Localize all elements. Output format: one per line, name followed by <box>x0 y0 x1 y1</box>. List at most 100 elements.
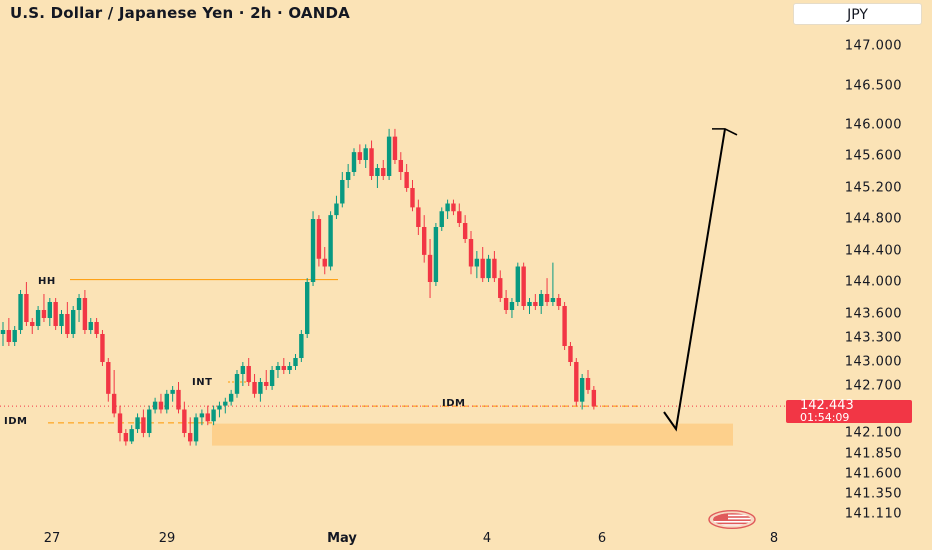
candle-body <box>492 258 497 279</box>
y-tick-label: 143.600 <box>844 306 902 322</box>
candle-body <box>550 298 556 302</box>
candle-body <box>591 389 597 407</box>
candle <box>234 370 240 398</box>
candle <box>404 164 409 192</box>
candle-body <box>527 302 532 306</box>
candle <box>100 330 105 366</box>
x-tick-label: 27 <box>43 531 61 546</box>
last-price-badge: 142.443 01:54:09 <box>786 399 912 423</box>
y-tick-label: 142.700 <box>844 378 902 394</box>
candle-body <box>539 294 544 306</box>
candle-body <box>164 393 169 410</box>
candle <box>310 211 316 286</box>
candle <box>468 231 474 275</box>
candle <box>228 389 234 406</box>
candle-body <box>416 207 421 227</box>
candle <box>568 342 573 366</box>
candle <box>334 195 339 219</box>
candle-body <box>246 366 251 382</box>
candle <box>451 199 456 216</box>
candle <box>182 401 187 438</box>
candle-body <box>12 330 17 342</box>
y-tick-label: 145.600 <box>844 148 902 164</box>
zone-layer <box>212 423 733 446</box>
candle <box>94 318 99 338</box>
candle-body <box>398 160 403 172</box>
candle-body <box>6 330 12 342</box>
candle <box>305 278 310 338</box>
candle <box>433 223 439 286</box>
x-tick-label: May <box>327 531 357 546</box>
candle-body <box>468 239 474 267</box>
candle-body <box>100 334 105 362</box>
candle-body <box>147 409 152 433</box>
y-tick-label: 146.000 <box>844 117 902 133</box>
candle-body <box>188 433 193 442</box>
us-flag-icon[interactable] <box>708 510 756 529</box>
candle <box>18 290 23 334</box>
chart-title: U.S. Dollar / Japanese Yen · 2h · OANDA <box>10 4 350 22</box>
candle <box>141 409 146 438</box>
y-tick-label: 144.400 <box>844 243 902 259</box>
candle <box>76 294 82 322</box>
currency-button[interactable]: JPY <box>793 3 922 25</box>
y-tick-label: 141.110 <box>844 506 902 522</box>
candle <box>47 298 52 326</box>
candle <box>509 298 515 318</box>
x-tick-label: 8 <box>769 531 779 546</box>
candle-body <box>340 180 345 204</box>
candle-body <box>498 278 503 298</box>
candle <box>322 247 327 275</box>
candle <box>158 393 164 414</box>
candle <box>521 262 526 310</box>
candle-body <box>228 393 234 402</box>
y-tick-label: 144.800 <box>844 211 902 227</box>
candle <box>533 294 538 310</box>
candle-body <box>480 258 485 279</box>
candle-body <box>556 298 561 306</box>
candle <box>252 374 257 398</box>
candle-body <box>129 429 134 442</box>
candle <box>71 306 76 338</box>
candle-body <box>316 219 322 259</box>
candle-body <box>47 302 52 318</box>
candle-body <box>53 302 58 326</box>
candle-body <box>264 382 269 386</box>
candle <box>24 282 29 326</box>
candle-body <box>141 417 146 433</box>
candle <box>6 318 12 346</box>
candle <box>293 354 298 370</box>
candle <box>147 405 152 438</box>
y-tick-label: 144.000 <box>844 274 902 290</box>
y-tick-label: 141.600 <box>844 466 902 482</box>
candle-body <box>234 374 240 394</box>
candle-body <box>369 148 374 176</box>
candle-body <box>211 409 216 422</box>
candle-body <box>82 298 88 330</box>
candle-body <box>351 152 357 172</box>
candle-body <box>509 302 515 310</box>
candle-body <box>445 203 450 212</box>
candle-body <box>35 310 41 326</box>
candle <box>556 294 561 310</box>
candle-body <box>252 382 257 394</box>
candle-body <box>533 302 538 306</box>
candle <box>562 302 567 350</box>
candle-body <box>135 417 140 430</box>
candle-body <box>515 266 520 302</box>
candle-body <box>305 282 310 334</box>
candle <box>439 207 444 231</box>
candle-body <box>386 136 392 176</box>
candle-body <box>258 382 263 394</box>
candle-body <box>18 294 23 330</box>
candle-layer <box>0 128 597 446</box>
candle-body <box>275 366 281 370</box>
candle <box>281 358 286 374</box>
candle <box>515 262 520 306</box>
candle-body <box>299 334 304 358</box>
candle <box>544 278 550 306</box>
candle <box>0 322 6 346</box>
candle-body <box>205 413 210 422</box>
candle <box>474 251 480 279</box>
